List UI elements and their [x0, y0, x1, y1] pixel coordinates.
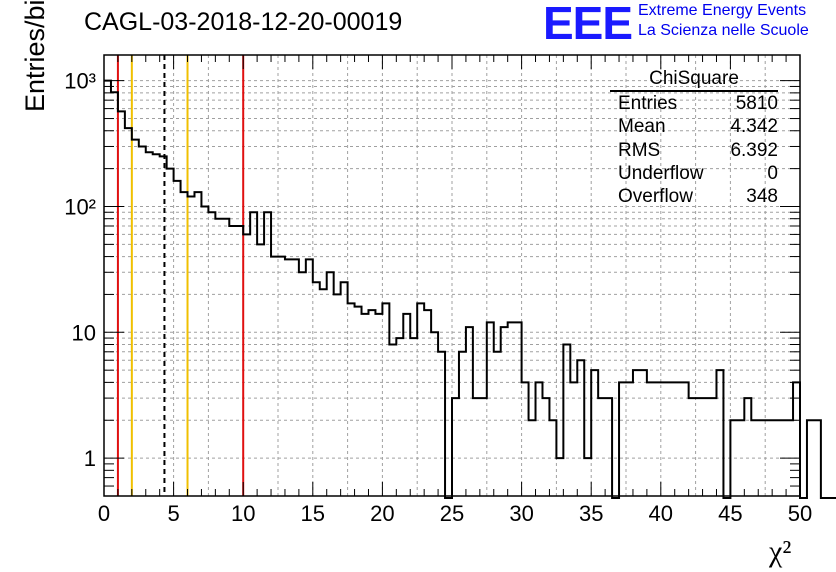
stats-row-overflow: Overflow 348 — [610, 185, 778, 208]
stats-label: Overflow — [618, 186, 693, 208]
stats-label: Entries — [618, 93, 678, 114]
stats-value: 5810 — [735, 93, 778, 114]
stats-box: ChiSquare Entries 5810 Mean 4.342 RMS 6.… — [610, 68, 778, 208]
x-tick-label: 45 — [718, 501, 742, 526]
stats-value: 0 — [767, 162, 778, 184]
logo-line-2: La Scienza nelle Scuole — [638, 22, 809, 39]
stats-label: Mean — [618, 116, 666, 138]
x-tick-label: 25 — [440, 501, 464, 526]
x-tick-label: 40 — [649, 501, 673, 526]
stats-title: ChiSquare — [610, 68, 778, 92]
logo-line-1: Extreme Energy Events — [638, 2, 807, 19]
x-tick-label: 30 — [509, 501, 533, 526]
stats-value: 348 — [746, 186, 778, 208]
chart-title: CAGL-03-2018-12-20-00019 — [84, 8, 403, 36]
x-tick-label: 50 — [788, 501, 812, 526]
eee-logo: EEE — [543, 0, 633, 49]
stats-row-underflow: Underflow 0 — [610, 162, 778, 185]
stats-label: RMS — [618, 139, 661, 161]
y-tick-label: 1 — [84, 446, 96, 471]
histogram-series — [104, 79, 836, 499]
stats-value: 6.392 — [730, 139, 778, 161]
x-tick-label: 0 — [98, 501, 110, 526]
stats-row-entries: Entries 5810 — [610, 92, 778, 115]
stats-row-mean: Mean 4.342 — [610, 115, 778, 138]
x-tick-label: 20 — [370, 501, 394, 526]
stats-row-rms: RMS 6.392 — [610, 139, 778, 162]
x-tick-label: 10 — [231, 501, 255, 526]
x-tick-label: 15 — [301, 501, 325, 526]
y-tick-label: 10² — [64, 194, 96, 219]
y-tick-label: 10³ — [64, 69, 96, 94]
y-tick-label: 10 — [72, 320, 96, 345]
x-axis-label: χ² — [769, 535, 792, 568]
stats-label: Underflow — [618, 162, 704, 184]
x-tick-label: 35 — [579, 501, 603, 526]
stats-value: 4.342 — [730, 116, 778, 138]
x-tick-label: 5 — [167, 501, 179, 526]
